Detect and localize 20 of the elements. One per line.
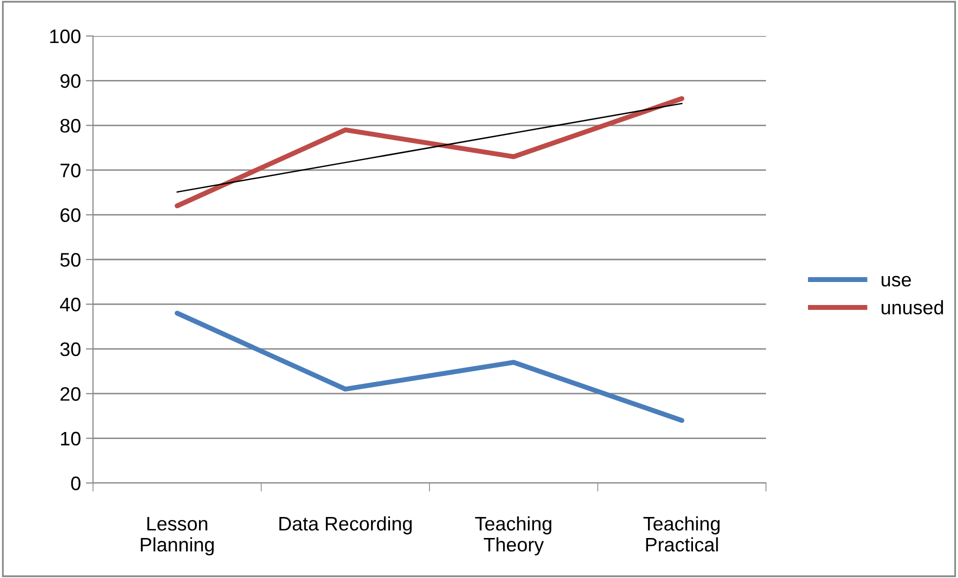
line-series [176,102,683,193]
y-tick-label: 30 [60,342,80,356]
y-tick-label: 40 [60,298,80,312]
y-tick-label: 20 [60,387,80,401]
y-tick-label: 10 [61,432,80,446]
y-tick-label: 100 [50,29,80,44]
y-tick-label: 0 [71,476,80,490]
legend-label: use [882,276,911,287]
line-series [174,310,684,423]
line-series [174,96,684,208]
y-tick-label: 60 [60,208,80,222]
x-tick-label: Data Recording [279,516,412,534]
x-tick-label: Teaching Theory [475,516,552,556]
x-tick-label: Lesson Planning [140,517,214,556]
y-tick-label: 50 [60,252,80,267]
y-tick-label: 70 [60,164,80,178]
legend-label: unused [882,300,943,314]
y-tick-label: 80 [60,118,80,133]
y-tick-label: 90 [60,74,80,88]
x-tick-label: Teaching Practical [643,516,720,552]
